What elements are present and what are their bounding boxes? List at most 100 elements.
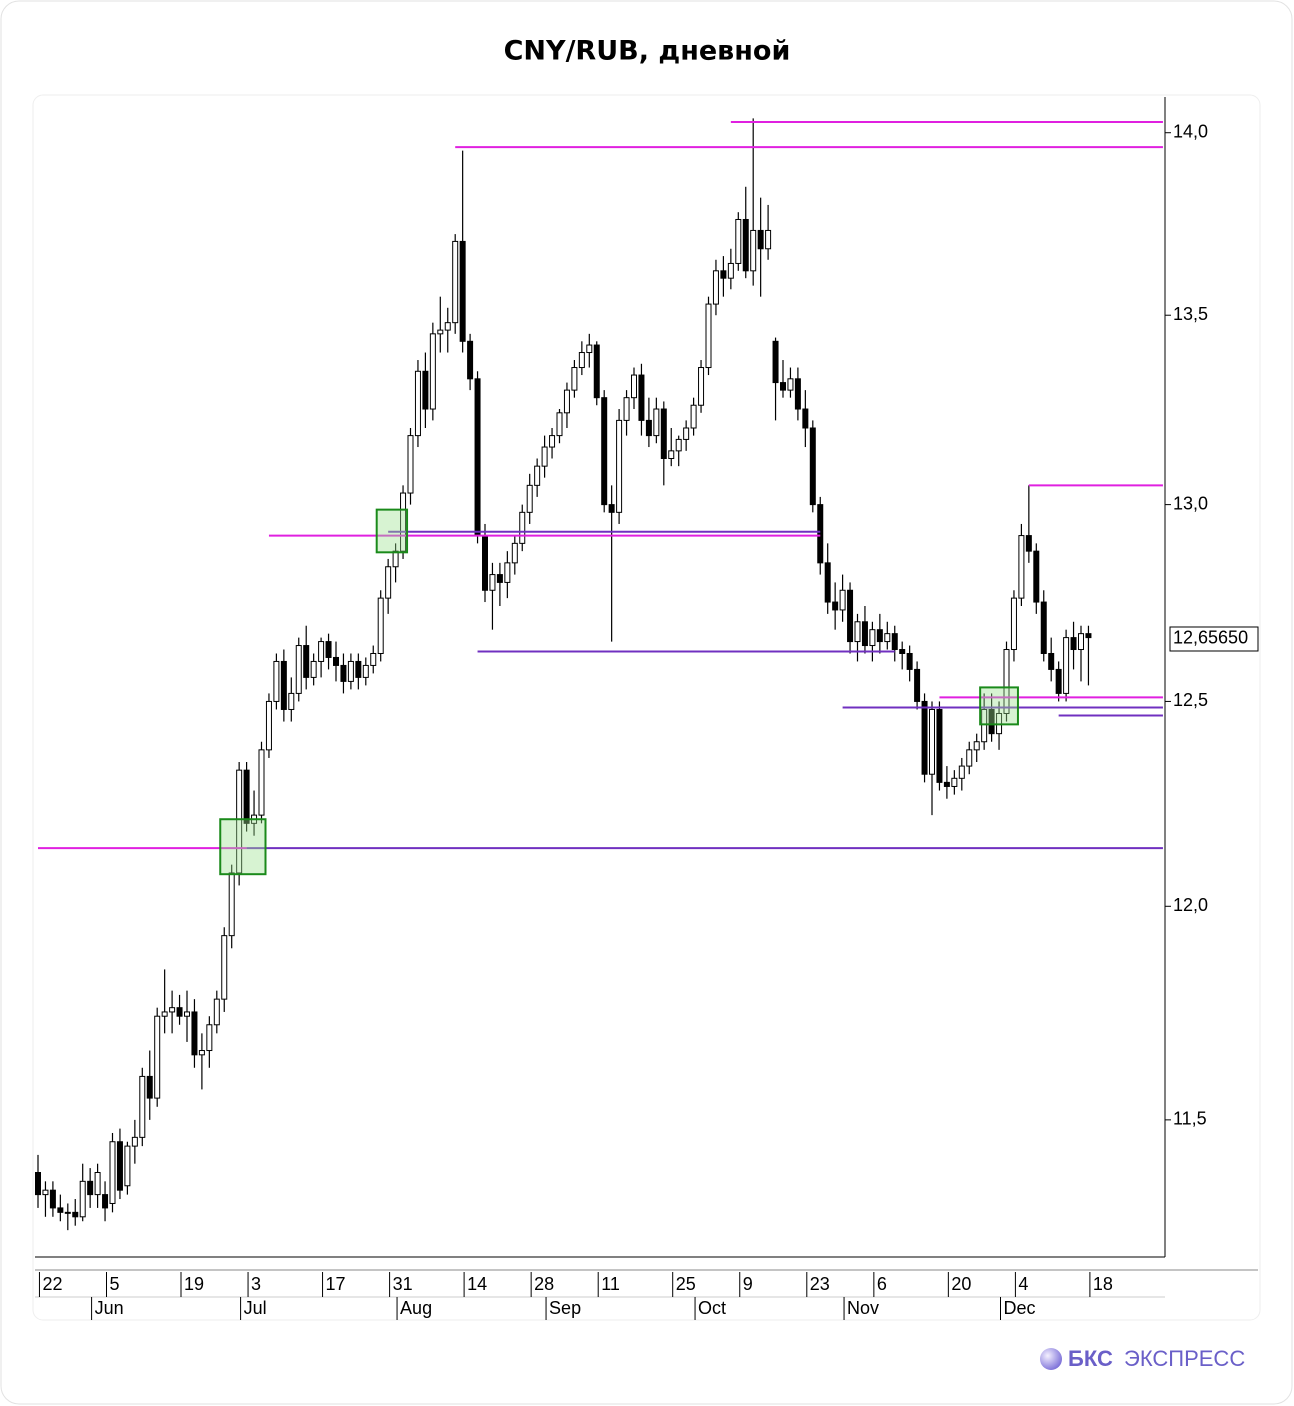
y-tick-label: 12,5 xyxy=(1173,690,1208,710)
signal-zone xyxy=(979,686,1019,726)
plot: 14,0 13,5 13,0 12,5 12,0 11,5 22 5 19 3 17 31 14 28 11… xyxy=(35,118,1259,1320)
candle-body xyxy=(981,708,988,743)
candle-body xyxy=(526,484,533,513)
candle-body xyxy=(1003,649,1010,714)
month-label: Dec xyxy=(1004,1298,1036,1318)
x-tick-label: 19 xyxy=(184,1274,204,1294)
candle-body xyxy=(884,633,891,643)
last-price-box xyxy=(1169,626,1259,652)
candle-body xyxy=(42,1189,49,1196)
candle-body xyxy=(236,769,243,874)
candle-body xyxy=(340,664,347,682)
candle-body xyxy=(1018,535,1025,599)
month-label: Nov xyxy=(847,1298,879,1318)
candle-body xyxy=(407,435,414,494)
candle-body xyxy=(534,465,541,486)
candle-body xyxy=(586,344,593,354)
candle-body xyxy=(504,562,511,583)
y-tick-label: 13,5 xyxy=(1173,304,1208,324)
candle-body xyxy=(638,374,645,421)
candle-body xyxy=(690,404,697,429)
candle-body xyxy=(1085,633,1092,639)
candle-body xyxy=(347,660,354,682)
candle-body xyxy=(72,1211,79,1218)
candle-body xyxy=(191,1011,198,1056)
candle-body xyxy=(1063,637,1070,694)
candle-body xyxy=(556,412,563,437)
month-label: Oct xyxy=(698,1298,726,1318)
candle-body xyxy=(131,1136,138,1147)
candle-body xyxy=(161,1011,168,1017)
candle-body xyxy=(288,692,295,710)
candle-body xyxy=(757,229,764,250)
candle-body xyxy=(64,1211,71,1214)
candle-body xyxy=(459,240,466,342)
candle-body xyxy=(1070,637,1077,651)
candle-body xyxy=(392,550,399,568)
candle-body xyxy=(146,1075,153,1099)
candle-body xyxy=(578,352,585,369)
candle-body xyxy=(273,660,280,702)
candle-body xyxy=(370,652,377,666)
candle-body xyxy=(154,1015,161,1099)
candle-body xyxy=(400,492,407,552)
candle-body xyxy=(206,1024,213,1052)
month-label: Aug xyxy=(400,1298,432,1318)
chart-title: CNY/RUB, дневной xyxy=(504,36,791,67)
candle-body xyxy=(474,378,481,537)
y-tick-label: 11,5 xyxy=(1173,1109,1207,1129)
candle-body xyxy=(861,621,868,647)
candle-body xyxy=(653,408,660,437)
signal-zone xyxy=(219,818,267,876)
candle-body xyxy=(116,1141,123,1191)
candle-body xyxy=(35,1172,41,1196)
candle-body xyxy=(660,408,667,460)
candle-body xyxy=(228,872,235,937)
x-tick-label: 14 xyxy=(467,1274,487,1294)
candle-body xyxy=(1048,652,1055,670)
x-tick-label: 6 xyxy=(877,1274,887,1294)
logo-bold: БКС xyxy=(1068,1346,1113,1371)
candle-body xyxy=(921,700,928,775)
x-tick-label: 5 xyxy=(110,1274,120,1294)
candle-body xyxy=(362,664,369,678)
signal-zone xyxy=(375,508,409,554)
candle-body xyxy=(906,652,913,670)
candle-body xyxy=(452,240,459,324)
x-tick-label: 3 xyxy=(251,1274,261,1294)
candle-body xyxy=(1055,668,1062,694)
candle-body xyxy=(355,660,362,678)
candle-body xyxy=(377,597,384,654)
x-tick-label: 17 xyxy=(326,1274,346,1294)
candle-body xyxy=(742,218,749,272)
x-tick-label: 9 xyxy=(743,1274,753,1294)
candle-body xyxy=(891,633,898,651)
candle-body xyxy=(593,344,600,399)
candle-body xyxy=(482,535,488,591)
candle-body xyxy=(645,419,652,437)
candle-body xyxy=(899,649,906,654)
candle-body xyxy=(802,408,809,429)
candle-body xyxy=(824,562,831,603)
candle-body xyxy=(519,511,526,544)
candle-body xyxy=(102,1194,109,1209)
candle-body xyxy=(414,370,421,437)
candle-body xyxy=(966,749,973,767)
candle-body xyxy=(87,1180,94,1196)
y-tick-label: 12,0 xyxy=(1173,895,1208,915)
candle-body xyxy=(765,229,772,250)
candle-body xyxy=(1033,550,1040,603)
candle-body xyxy=(616,419,623,513)
candle-body xyxy=(914,668,921,702)
candle-body xyxy=(258,749,265,816)
candle-body xyxy=(958,765,965,779)
candle-body xyxy=(221,935,228,1000)
candle-body xyxy=(973,741,980,751)
candle-body xyxy=(1040,601,1047,654)
candle-body xyxy=(936,708,943,783)
candle-body xyxy=(951,777,958,787)
month-label: Jul xyxy=(244,1298,267,1318)
candle-body xyxy=(698,367,705,406)
candle-body xyxy=(794,378,801,410)
candle-body xyxy=(549,435,556,448)
